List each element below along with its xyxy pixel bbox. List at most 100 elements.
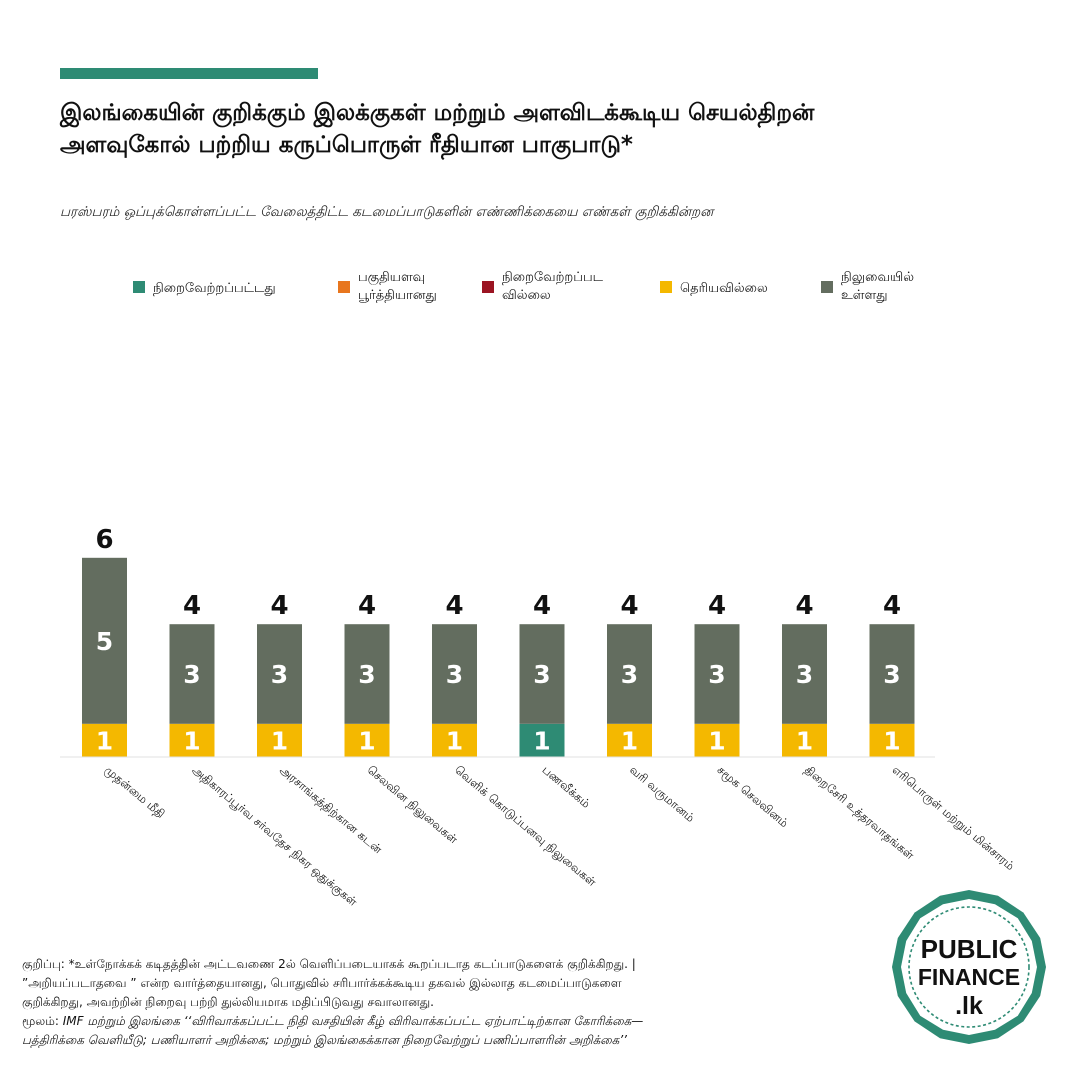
bar-segment-9-தெரியவில்லை	[782, 723, 827, 757]
segment-value-3-நிலுவையில்-உள்ளது: 3	[271, 660, 288, 689]
segment-value-3-தெரியவில்லை: 1	[271, 726, 288, 755]
x-tick-label-8: சமூக செலவினம்	[714, 763, 791, 831]
legend-label-2-line-2: பூர்த்தியானது	[358, 288, 437, 303]
bar-total-1: 6	[95, 525, 113, 555]
legend-label-5-line-2: உள்ளது	[841, 288, 888, 303]
bar-segment-8-தெரியவில்லை	[694, 723, 740, 757]
legend-swatch-4	[660, 281, 672, 293]
source-prefix: மூலம்:	[22, 1014, 63, 1028]
bar-group-10: 1 3 4	[869, 591, 915, 757]
stacked-bar-chart: நிறைவேற்றப்பட்டது பகுதியளவு பூர்த்தியானது ந…	[60, 270, 1017, 910]
legend-item-3: நிறைவேற்றப்பட வில்லை	[482, 270, 604, 303]
legend-label-1-line-1: நிறைவேற்றப்பட்டது	[153, 281, 276, 296]
segment-value-10-தெரியவில்லை: 1	[883, 726, 900, 755]
source-line-2: பத்திரிக்கை வெளியீடு; பணியாளர் அறிக்கை; …	[22, 1033, 627, 1047]
bar-total-5: 4	[445, 591, 463, 621]
bar-segment-1-தெரியவில்லை	[82, 723, 127, 757]
bar-segment-2-தெரியவில்லை	[169, 723, 215, 757]
logo-ornament-ring	[908, 906, 1030, 1028]
bar-segment-8-நிலுவையில்-உள்ளது	[694, 624, 740, 724]
bar-total-3: 4	[270, 591, 288, 621]
legend-swatch-3	[482, 281, 494, 293]
bar-group-8: 1 3 4	[694, 591, 740, 757]
note-line-3: குறிக்கிறது, அவற்றின் நிறைவு பற்றி துல்ல…	[22, 995, 434, 1009]
bar-total-8: 4	[708, 591, 726, 621]
segment-value-5-நிலுவையில்-உள்ளது: 3	[446, 660, 463, 689]
bar-total-7: 4	[620, 591, 638, 621]
bar-group-4: 1 3 4	[344, 591, 390, 757]
bar-segment-7-தெரியவில்லை	[607, 723, 652, 757]
note-line-2: ”அறியப்படாதவை ” என்ற வார்த்தையானது, பொது…	[22, 976, 622, 990]
bar-total-2: 4	[183, 591, 201, 621]
bar-segment-4-தெரியவில்லை	[344, 723, 390, 757]
public-finance-logo: PUBLIC FINANCE .lk	[892, 890, 1046, 1044]
bar-segment-2-நிலுவையில்-உள்ளது	[169, 624, 215, 724]
bar-segment-9-நிலுவையில்-உள்ளது	[782, 624, 827, 724]
chart-subtitle: பரஸ்பரம் ஒப்புக்கொள்ளப்பட்ட வேலைத்திட்ட …	[60, 204, 714, 220]
legend: நிறைவேற்றப்பட்டது பகுதியளவு பூர்த்தியானது ந…	[133, 270, 914, 303]
bar-group-1: 1 5 6	[82, 525, 127, 757]
legend-swatch-2	[338, 281, 350, 293]
segment-value-1-நிலுவையில்-உள்ளது: 5	[96, 627, 113, 656]
legend-item-4: தெரியவில்லை	[660, 281, 768, 296]
legend-item-1: நிறைவேற்றப்பட்டது	[133, 281, 276, 296]
logo-word-public: PUBLIC	[921, 934, 1018, 964]
bar-segment-3-தெரியவில்லை	[257, 723, 302, 757]
legend-item-5: நிலுவையில் உள்ளது	[821, 270, 914, 303]
segment-value-4-தெரியவில்லை: 1	[358, 726, 375, 755]
segment-value-8-தெரியவில்லை: 1	[708, 726, 725, 755]
legend-swatch-5	[821, 281, 833, 293]
bar-total-6: 4	[533, 591, 551, 621]
legend-label-5-line-1: நிலுவையில்	[841, 270, 914, 285]
footnotes: குறிப்பு: *உள்நோக்கக் கடிதத்தின் அட்டவணை…	[22, 955, 882, 1050]
logo-word-finance: FINANCE	[918, 964, 1020, 990]
segment-value-4-நிலுவையில்-உள்ளது: 3	[358, 660, 375, 689]
chart-title: இலங்கையின் குறிக்கும் இலக்குகள் மற்றும் …	[60, 97, 1020, 161]
x-tick-label-1: முதன்மை மீதி	[101, 763, 167, 822]
segment-value-6-நிலுவையில்-உள்ளது: 3	[533, 660, 550, 689]
logo-inner-field	[901, 899, 1037, 1035]
bar-segment-6-நிறைவேற்றப்பட்டது	[519, 723, 565, 757]
segment-value-9-நிலுவையில்-உள்ளது: 3	[796, 660, 813, 689]
segment-value-8-நிலுவையில்-உள்ளது: 3	[708, 660, 725, 689]
segment-value-6-நிறைவேற்றப்பட்டது: 1	[533, 726, 550, 755]
note-line-1: குறிப்பு: *உள்நோக்கக் கடிதத்தின் அட்டவணை…	[22, 957, 636, 971]
legend-item-2: பகுதியளவு பூர்த்தியானது	[338, 270, 437, 303]
legend-label-3-line-2: வில்லை	[502, 288, 551, 303]
chart-title-line-1: இலங்கையின் குறிக்கும் இலக்குகள் மற்றும் …	[60, 100, 815, 126]
bar-segment-6-நிலுவையில்-உள்ளது	[519, 624, 565, 724]
bar-group-9: 1 3 4	[782, 591, 827, 757]
bar-group-2: 1 3 4	[169, 591, 215, 757]
bar-total-9: 4	[795, 591, 813, 621]
segment-value-2-நிலுவையில்-உள்ளது: 3	[183, 660, 200, 689]
legend-swatch-1	[133, 281, 145, 293]
bar-segment-1-நிலுவையில்-உள்ளது	[82, 557, 127, 724]
legend-label-3-line-1: நிறைவேற்றப்பட	[502, 270, 604, 285]
bar-segment-7-நிலுவையில்-உள்ளது	[607, 624, 652, 724]
segment-value-5-தெரியவில்லை: 1	[446, 726, 463, 755]
legend-label-4-line-1: தெரியவில்லை	[680, 281, 768, 296]
x-tick-label-4: செலவின நிலுவைகள்	[364, 763, 461, 848]
x-tick-label-6: பணவீக்கம்	[540, 763, 594, 811]
x-tick-label-7: வரி வருமானம்	[626, 763, 697, 826]
segment-value-2-தெரியவில்லை: 1	[183, 726, 200, 755]
source-text: IMF மற்றும் இலங்கை ‘‘விரிவாக்கப்பட்ட நித…	[62, 1014, 644, 1028]
bar-group-6: 1 3 4	[519, 591, 565, 757]
legend-label-2-line-1: பகுதியளவு	[358, 270, 425, 285]
logo-word-lk: .lk	[955, 992, 983, 1020]
segment-value-10-நிலுவையில்-உள்ளது: 3	[883, 660, 900, 689]
chart-title-line-2: அளவுகோல் பற்றிய கருப்பொருள் ரீதியான பாகு…	[60, 132, 633, 158]
bar-group-7: 1 3 4	[607, 591, 652, 757]
x-tick-label-2: அதிகாரப்பூர்வ சர்வதேச நிகர ஒதுக்குகள்	[189, 763, 361, 910]
bar-group-5: 1 3 4	[432, 591, 477, 757]
bar-group-3: 1 3 4	[257, 591, 302, 757]
source-line-1: மூலம்: IMF மற்றும் இலங்கை ‘‘விரிவாக்கப்ப…	[22, 1012, 882, 1031]
segment-value-7-தெரியவில்லை: 1	[621, 726, 638, 755]
bar-segment-10-நிலுவையில்-உள்ளது	[869, 624, 915, 724]
bar-segment-4-நிலுவையில்-உள்ளது	[344, 624, 390, 724]
segment-value-7-நிலுவையில்-உள்ளது: 3	[621, 660, 638, 689]
bars: 1 5 6 1 3 4 1 3 4 1 3 4 1 3 4 1 3 4 1 3 4 1 3 4 1 3 4 1 3 4	[82, 525, 915, 757]
segment-value-9-தெரியவில்லை: 1	[796, 726, 813, 755]
bar-total-10: 4	[883, 591, 901, 621]
bar-segment-10-தெரியவில்லை	[869, 723, 915, 757]
